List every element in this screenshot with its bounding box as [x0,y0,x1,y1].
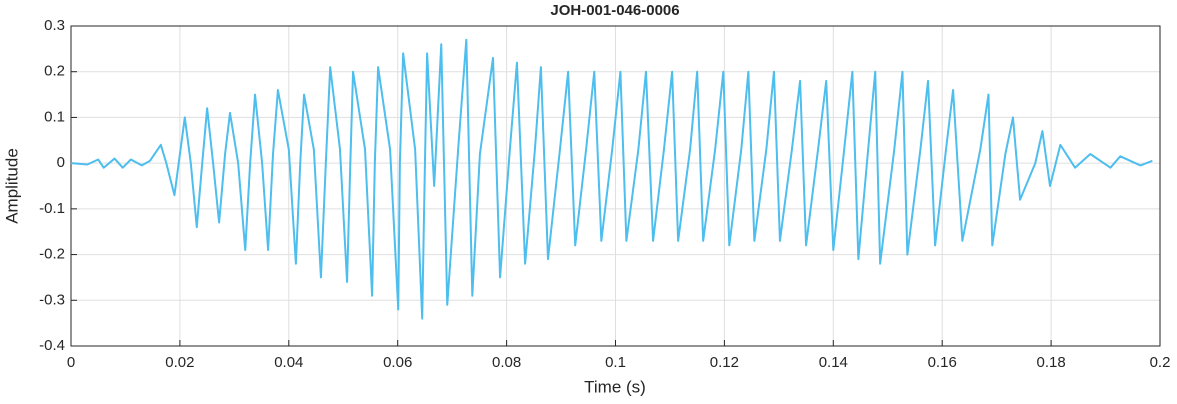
x-tick-label: 0 [67,354,75,371]
y-tick-label: -0.1 [39,200,65,217]
y-tick-label: 0.1 [44,108,65,125]
x-tick-label: 0.16 [928,354,957,371]
x-tick-label: 0.14 [819,354,848,371]
y-axis-label: Amplitude [2,148,21,224]
x-tick-label: 0.06 [383,354,412,371]
x-tick-label: 0.1 [605,354,626,371]
x-tick-label: 0.2 [1150,354,1171,371]
x-axis-label: Time (s) [584,377,646,396]
x-tick-label: 0.08 [492,354,521,371]
x-tick-label: 0.18 [1036,354,1065,371]
y-tick-label: 0 [57,154,65,171]
y-tick-label: 0.2 [44,63,65,80]
x-tick-label: 0.02 [165,354,194,371]
chart-title: JOH-001-046-0006 [550,2,679,19]
y-tick-label: -0.2 [39,246,65,263]
plot-frame [70,25,1161,347]
waveform-line [70,38,1153,320]
y-tick-label: 0.3 [44,17,65,34]
y-tick-label: -0.4 [39,337,65,354]
y-tick-label: -0.3 [39,291,65,308]
x-tick-label: 0.12 [710,354,739,371]
x-tick-label: 0.04 [274,354,303,371]
